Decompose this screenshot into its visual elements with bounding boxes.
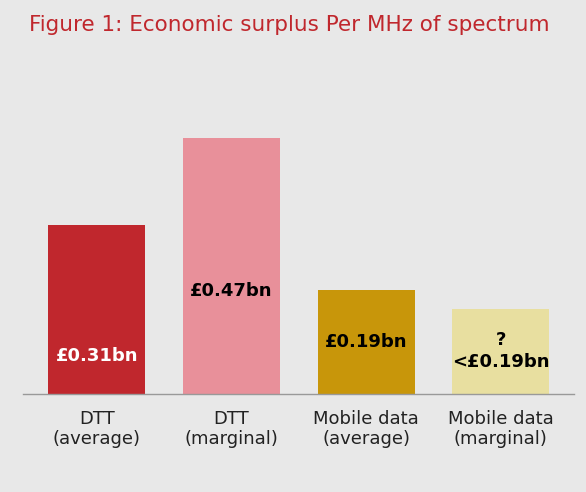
Bar [318,290,415,394]
Text: £0.19bn: £0.19bn [325,333,407,351]
Text: £0.31bn: £0.31bn [56,347,138,366]
Bar [183,138,280,394]
Text: Figure 1: Economic surplus Per MHz of spectrum: Figure 1: Economic surplus Per MHz of sp… [29,15,550,35]
Bar [49,225,145,394]
Bar [452,309,549,394]
Text: ?
<£0.19bn: ? <£0.19bn [452,331,550,371]
Text: £0.47bn: £0.47bn [190,282,273,300]
